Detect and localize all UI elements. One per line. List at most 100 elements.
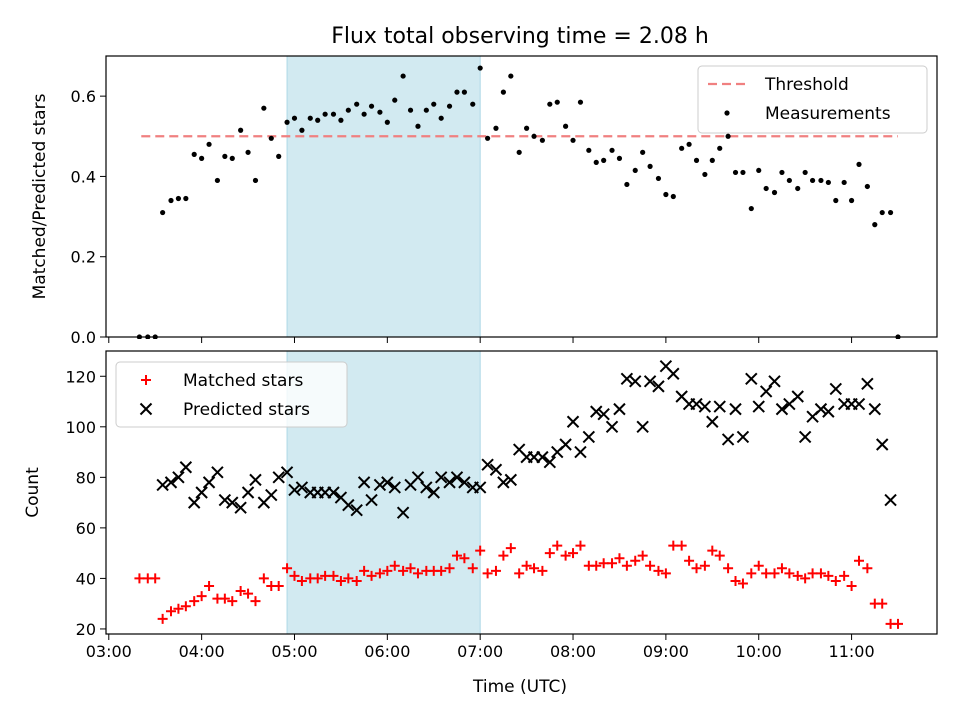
predicted-star-point: [822, 405, 835, 418]
matched-star-point: [389, 560, 400, 571]
measurement-point: [779, 169, 785, 176]
predicted-star-point: [473, 481, 487, 494]
x-axis-label: Time (UTC): [472, 677, 567, 697]
predicted-star-point: [636, 420, 649, 434]
predicted-star-point: [234, 501, 247, 514]
measurement-point: [361, 111, 367, 117]
measurement-point: [586, 147, 592, 153]
predicted-star-point: [536, 450, 549, 464]
matched-star-point: [800, 573, 811, 584]
predicted-star-point: [876, 438, 889, 451]
predicted-star-point: [265, 488, 278, 502]
predicted-star-point: [411, 471, 425, 484]
measurement-point: [508, 73, 514, 79]
measurement-point: [841, 179, 847, 186]
predicted-star-point: [759, 385, 773, 398]
matched-star-point: [537, 565, 548, 576]
measurement-point: [446, 103, 453, 109]
predicted-star-point: [597, 407, 610, 421]
matched-star-point: [839, 570, 850, 581]
measurement-point: [663, 191, 669, 198]
matched-star-point: [676, 540, 687, 551]
measurement-point: [345, 107, 351, 113]
measurement-point: [795, 185, 801, 192]
measurement-point: [702, 171, 708, 178]
measurement-point: [400, 73, 406, 79]
measurement-point: [206, 141, 212, 147]
x-tick-label: 04:00: [179, 642, 225, 661]
matched-star-point: [173, 603, 184, 614]
measurement-point: [330, 111, 337, 117]
matched-star-point: [436, 565, 447, 576]
matched-star-point: [405, 563, 416, 574]
matched-star-point: [761, 568, 772, 579]
measurement-point: [624, 181, 630, 188]
matched-star-point: [382, 565, 393, 576]
matched-star-point: [343, 573, 354, 584]
measurement-point: [748, 205, 754, 212]
matched-star-point: [723, 563, 734, 574]
measurement-point: [632, 167, 638, 174]
predicted-star-point: [775, 402, 789, 416]
predicted-star-point: [768, 375, 781, 388]
measurement-point: [470, 101, 476, 107]
measurement-point: [686, 141, 692, 147]
matched-star-point: [591, 560, 602, 571]
matched-star-point: [769, 568, 780, 579]
matched-star-point: [320, 570, 331, 581]
y-tick-label: 120: [65, 367, 96, 386]
y-axis-label: Matched/Predicted stars: [30, 93, 50, 299]
matched-star-point: [877, 598, 888, 609]
measurement-point: [252, 177, 259, 184]
predicted-star-point: [434, 471, 448, 484]
matched-star-point: [660, 568, 671, 579]
matched-star-point: [451, 550, 462, 561]
matched-star-point: [776, 563, 787, 574]
matched-star-point: [498, 550, 509, 561]
matched-star-point: [165, 606, 176, 617]
legend-predicted-swatch: [139, 402, 153, 416]
matched-star-point: [630, 555, 641, 566]
predicted-star-point: [752, 400, 765, 413]
matched-star-point: [134, 573, 145, 584]
measurement-point: [717, 145, 723, 151]
y-tick-label: 0.2: [71, 248, 96, 267]
matched-star-point: [351, 575, 362, 586]
measurement-point: [338, 117, 344, 123]
predicted-star-point: [736, 430, 750, 444]
matched-star-point: [753, 560, 764, 571]
matched-star-point: [475, 545, 486, 556]
measurement-point: [175, 195, 182, 202]
matched-star-point: [289, 570, 300, 581]
matched-star-point: [807, 568, 818, 579]
measurement-point: [307, 115, 313, 121]
predicted-star-point: [226, 496, 239, 509]
predicted-star-point: [791, 390, 804, 403]
matched-star-point: [150, 573, 161, 584]
measurement-point: [214, 177, 221, 184]
predicted-star-point: [652, 380, 665, 393]
y-tick-label: 20: [76, 620, 96, 639]
predicted-star-point: [667, 367, 680, 380]
matched-star-point: [490, 565, 501, 576]
measurement-point: [786, 177, 792, 184]
matched-star-point: [157, 613, 168, 624]
measurement-point: [647, 163, 653, 169]
x-tick-label: 05:00: [271, 642, 317, 661]
measurement-point: [268, 135, 274, 141]
matched-star-point: [459, 553, 470, 564]
matched-star-point: [645, 560, 656, 571]
predicted-star-point: [211, 466, 224, 479]
predicted-star-point: [590, 405, 603, 418]
x-tick-label: 10:00: [736, 642, 782, 661]
measurement-point: [616, 155, 623, 161]
matched-star-point: [250, 596, 261, 607]
matched-star-point: [359, 565, 370, 576]
measurement-point: [709, 157, 715, 163]
predicted-star-point: [643, 375, 657, 388]
measurement-point: [640, 149, 646, 155]
predicted-star-point: [729, 402, 742, 416]
measurement-point: [431, 101, 437, 107]
measurement-point: [577, 99, 584, 105]
